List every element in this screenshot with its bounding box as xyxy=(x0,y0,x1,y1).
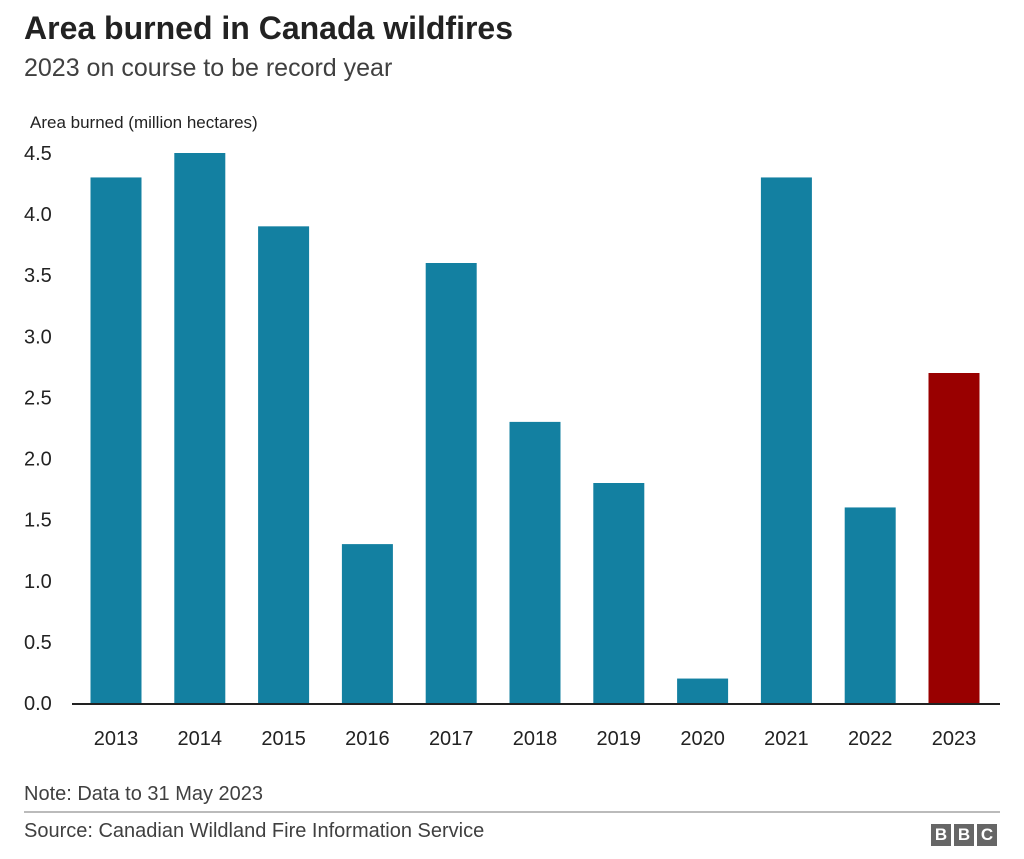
x-tick-label: 2018 xyxy=(513,728,558,750)
y-tick-label: 3.5 xyxy=(24,265,52,287)
bar-2023 xyxy=(928,373,980,703)
bar-2015 xyxy=(258,226,310,704)
bar-2022 xyxy=(844,507,896,703)
bar-2014 xyxy=(174,153,226,703)
y-tick-label: 4.0 xyxy=(24,204,52,226)
x-tick-label: 2014 xyxy=(178,728,223,750)
y-tick-label: 2.0 xyxy=(24,449,52,471)
y-tick-label: 0.5 xyxy=(24,632,52,654)
bar-2017 xyxy=(425,263,477,703)
x-tick-label: 2017 xyxy=(429,728,474,750)
chart-title: Area burned in Canada wildfires xyxy=(24,10,513,46)
x-tick-label: 2016 xyxy=(345,728,390,750)
bar-2016 xyxy=(341,544,393,703)
source: Source: Canadian Wildland Fire Informati… xyxy=(24,820,485,842)
bar-2018 xyxy=(509,421,561,703)
y-tick-label: 1.5 xyxy=(24,510,52,532)
bar-chart: 0.0 0.5 1.0 1.5 2.0 2.5 3.0 3.5 4.0 4.5 2013 2014 20… xyxy=(24,143,1000,750)
y-tick-label: 0.0 xyxy=(24,693,52,715)
x-tick-label: 2023 xyxy=(932,728,977,750)
x-tick-label: 2022 xyxy=(848,728,893,750)
y-axis-label: Area burned (million hectares) xyxy=(30,113,258,132)
x-tick-label: 2019 xyxy=(597,728,642,750)
y-tick-label: 4.5 xyxy=(24,143,52,165)
bar-2019 xyxy=(593,483,645,703)
y-tick-label: 2.5 xyxy=(24,387,52,409)
y-tick-label: 1.0 xyxy=(24,571,52,593)
bar-2013 xyxy=(90,177,142,703)
x-tick-label: 2021 xyxy=(764,728,809,750)
footer-divider xyxy=(24,811,1000,813)
x-tick-label: 2015 xyxy=(261,728,306,750)
bar-2020 xyxy=(677,678,729,703)
x-tick-label: 2020 xyxy=(680,728,725,750)
bar-2021 xyxy=(760,177,812,703)
y-tick-label: 3.0 xyxy=(24,326,52,348)
x-tick-label: 2013 xyxy=(94,728,139,750)
chart-subtitle: 2023 on course to be record year xyxy=(24,54,393,82)
note: Note: Data to 31 May 2023 xyxy=(24,783,264,805)
